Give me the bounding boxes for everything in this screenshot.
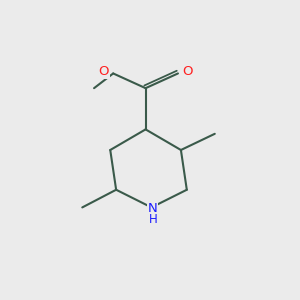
Text: H: H (148, 213, 157, 226)
Text: O: O (182, 65, 193, 79)
Text: O: O (98, 65, 109, 79)
Text: N: N (148, 202, 158, 215)
